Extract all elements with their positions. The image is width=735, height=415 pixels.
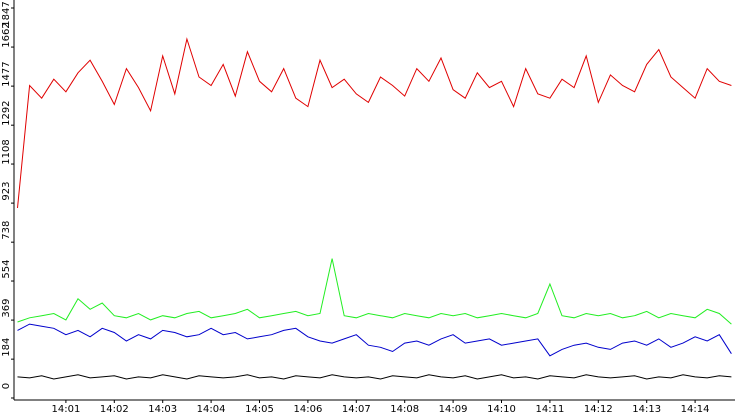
y-tick-label: 184	[1, 338, 12, 357]
y-tick-label: 1847	[1, 1, 12, 26]
y-tick-label: 1662	[1, 22, 12, 47]
y-tick-label: 369	[1, 299, 12, 318]
x-tick-label: 14:03	[148, 404, 177, 415]
plot-area	[14, 0, 735, 400]
series-line	[17, 374, 732, 380]
y-tick-label: 738	[1, 221, 12, 240]
x-tick-label: 14:08	[390, 404, 419, 415]
x-tick-label: 14:07	[342, 404, 371, 415]
y-tick-label: 554	[1, 259, 12, 278]
series-line	[17, 258, 732, 325]
x-tick-label: 14:02	[100, 404, 129, 415]
x-tick-label: 14:10	[487, 404, 516, 415]
x-tick-label: 14:04	[197, 404, 226, 415]
y-tick-label: 923	[1, 182, 12, 201]
x-tick-label: 14:01	[51, 404, 80, 415]
x-tick-label: 14:09	[439, 404, 468, 415]
y-tick-label: 1108	[1, 139, 12, 164]
series-line	[17, 323, 732, 357]
x-tick-label: 14:14	[681, 404, 710, 415]
x-tick-label: 14:12	[584, 404, 613, 415]
x-tick-label: 14:06	[293, 404, 322, 415]
y-tick-label: 1477	[1, 61, 12, 86]
x-tick-label: 14:11	[535, 404, 564, 415]
y-tick-label: 0	[1, 383, 12, 389]
x-tick-label: 14:05	[245, 404, 274, 415]
x-tick-label: 14:13	[632, 404, 661, 415]
series-line	[17, 37, 732, 209]
y-tick-label: 1292	[1, 100, 12, 125]
